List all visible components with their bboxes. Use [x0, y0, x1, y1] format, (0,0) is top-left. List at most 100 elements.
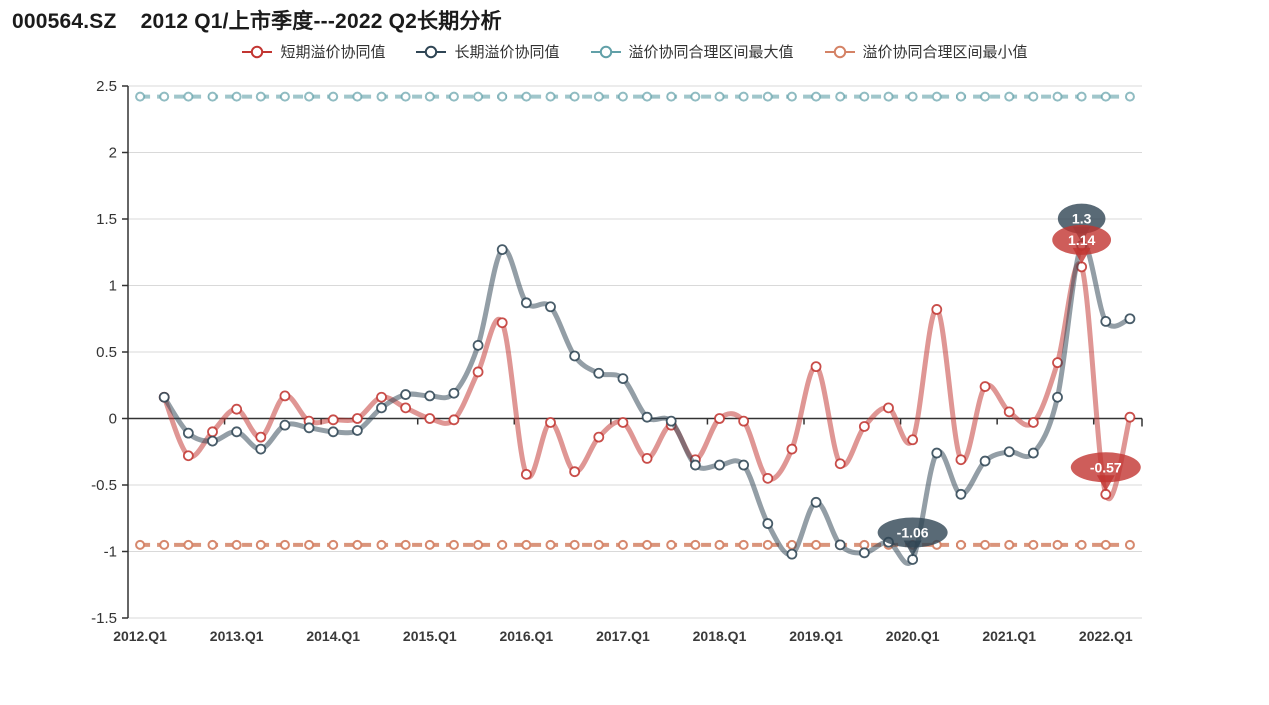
max-band-marker [714, 91, 725, 102]
max-band-marker [835, 91, 846, 102]
min-band-marker [617, 539, 628, 550]
markpoint-label: 1.14 [1068, 232, 1095, 248]
short-series-marker [255, 431, 267, 443]
short-series-marker [1027, 417, 1039, 428]
short-series-marker [979, 381, 991, 392]
x-axis-label: 2019.Q1 [789, 628, 843, 644]
long-series-marker [520, 297, 532, 309]
min-band-marker [1028, 539, 1039, 550]
min-band-marker [328, 539, 339, 550]
short-series-marker [182, 450, 194, 462]
long-series-marker [1027, 447, 1039, 459]
x-axis-label: 2020.Q1 [886, 628, 940, 644]
min-band-marker [231, 539, 242, 550]
x-axis-label: 2021.Q1 [982, 628, 1036, 644]
max-band-marker [1124, 91, 1135, 102]
short-series-marker [376, 391, 387, 403]
y-axis-label: 0 [109, 411, 117, 428]
short-series-marker [496, 317, 508, 329]
max-band-marker [762, 91, 773, 102]
long-series-marker [279, 419, 291, 431]
long-series-marker [376, 402, 387, 414]
legend-item-3[interactable]: 溢价协同合理区间最小值 [824, 41, 1028, 62]
min-band-marker [521, 539, 532, 550]
long-series-marker [448, 387, 460, 399]
min-band-marker [666, 539, 677, 550]
max-band-marker [497, 91, 508, 102]
short-series-marker [231, 403, 243, 415]
long-series-marker [158, 391, 170, 403]
long-series-marker [1003, 446, 1015, 458]
max-band-marker [183, 91, 194, 102]
min-band-marker [642, 539, 653, 550]
markpoint-label: -0.57 [1090, 459, 1122, 475]
max-band-marker [352, 91, 363, 102]
long-series-marker [351, 425, 363, 436]
short-series-marker [641, 452, 653, 464]
short-series-marker [545, 417, 556, 428]
min-band-marker [159, 539, 170, 550]
short-series-marker [520, 468, 532, 480]
min-band-marker [1004, 539, 1015, 550]
max-band-marker [593, 91, 604, 102]
short-series-marker [1003, 406, 1015, 418]
long-series-marker [858, 547, 870, 559]
max-band-marker [545, 91, 556, 102]
short-series-marker [448, 414, 460, 426]
markpoint-pin--0.57: -0.57 [1070, 452, 1141, 492]
max-band-marker [1076, 91, 1087, 102]
long-series-marker [665, 415, 677, 427]
max-band-marker [955, 91, 966, 102]
max-band-marker [811, 91, 822, 102]
y-axis-label: -0.5 [91, 477, 117, 494]
min-band-marker [569, 539, 580, 550]
max-band-marker [473, 91, 484, 102]
short-series-marker [883, 402, 894, 414]
short-series-marker [810, 361, 822, 373]
y-axis-label: 0.5 [96, 344, 117, 361]
legend-item-label: 长期溢价协同值 [454, 44, 560, 61]
short-series-marker [207, 426, 218, 438]
max-band-marker [690, 91, 701, 102]
legend-line-icon [824, 45, 855, 58]
max-band-marker [376, 91, 387, 102]
short-series-marker [593, 431, 605, 443]
long-series-marker [617, 373, 629, 385]
short-series-marker [907, 434, 919, 446]
min-band-marker [1052, 539, 1063, 550]
long-series-marker [327, 426, 339, 438]
short-series-marker [327, 414, 339, 426]
long-series-marker [1124, 313, 1136, 325]
legend-item-1[interactable]: 长期溢价协同值 [415, 41, 560, 62]
markpoint-pin--1.06: -1.06 [877, 517, 948, 557]
short-series-marker [569, 466, 581, 478]
max-band-marker [328, 91, 339, 102]
long-series-marker [979, 455, 991, 467]
y-axis-label: -1 [104, 544, 117, 561]
short-series-marker [279, 390, 291, 402]
short-series-marker [472, 366, 484, 378]
y-axis-label: 1.5 [96, 211, 117, 228]
min-band-marker [690, 539, 701, 550]
legend-item-label: 短期溢价协同值 [280, 44, 386, 61]
max-band-marker [159, 91, 170, 102]
min-band-marker [352, 539, 363, 550]
x-axis-label: 2018.Q1 [693, 628, 747, 644]
min-band-marker [183, 539, 194, 550]
y-axis-label: -1.5 [91, 610, 117, 627]
max-band-marker [642, 91, 653, 102]
legend-line-icon [590, 45, 621, 58]
legend-item-0[interactable]: 短期溢价协同值 [241, 41, 385, 62]
long-series-marker [400, 389, 412, 400]
short-series-marker [834, 458, 846, 470]
max-band-marker [907, 91, 918, 102]
legend-item-2[interactable]: 溢价协同合理区间最大值 [590, 41, 794, 62]
short-series-marker [858, 421, 870, 432]
x-axis-label: 2022.Q1 [1079, 628, 1133, 644]
x-axis-label: 2017.Q1 [596, 628, 650, 644]
max-band-marker [279, 91, 290, 102]
long-series-marker [1100, 316, 1112, 327]
min-band-marker [714, 539, 725, 550]
